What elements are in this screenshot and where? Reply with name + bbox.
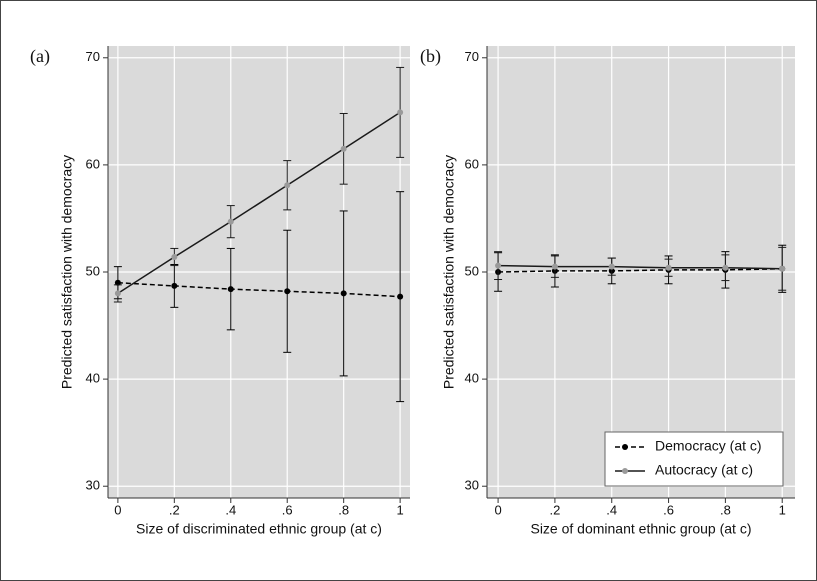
legend-label: Democracy (at c) [655,438,762,454]
y-tick-label: 30 [86,478,100,493]
point [397,109,404,116]
point [227,286,234,293]
point [722,264,729,271]
point [340,145,347,152]
y-axis-label: Predicted satisfaction with democracy [59,155,75,389]
point [284,288,291,295]
point [284,182,291,189]
legend-marker [622,444,628,450]
y-tick-label: 60 [465,156,479,171]
y-tick-label: 70 [465,49,479,64]
x-tick-label: .4 [225,502,236,517]
series-line [117,111,401,295]
point [340,290,347,297]
point [114,279,121,286]
point [397,293,404,300]
point [171,254,178,261]
point [665,264,672,271]
y-tick-label: 30 [465,478,479,493]
series-line [498,264,783,270]
x-tick-label: .2 [169,502,180,517]
panel-label: (a) [30,46,50,67]
x-tick-label: .6 [663,502,674,517]
x-tick-label: 1 [397,502,404,517]
y-axis-label: Predicted satisfaction with democracy [441,155,457,389]
x-tick-label: 1 [779,502,786,517]
point [495,262,502,269]
x-tick-label: .4 [606,502,617,517]
point [114,290,121,297]
point [779,265,786,272]
legend-label: Autocracy (at c) [655,462,753,478]
series-line [117,281,401,298]
x-tick-label: .8 [338,502,349,517]
point [551,263,558,270]
point [608,263,615,270]
x-tick-label: 0 [494,502,501,517]
y-tick-label: 40 [465,371,479,386]
x-axis-label: Size of discriminated ethnic group (at c… [136,521,382,537]
x-tick-label: .8 [720,502,731,517]
y-tick-label: 50 [465,263,479,278]
x-tick-label: 0 [114,502,121,517]
y-tick-label: 40 [86,371,100,386]
x-tick-label: .2 [549,502,560,517]
series-line [498,268,783,273]
legend [604,431,784,487]
point [171,282,178,289]
x-axis-label: Size of dominant ethnic group (at c) [530,521,751,537]
x-tick-label: .6 [282,502,293,517]
y-tick-label: 60 [86,156,100,171]
legend-marker [622,468,628,474]
point [227,218,234,225]
y-tick-label: 70 [86,49,100,64]
y-tick-label: 50 [86,263,100,278]
panel-label: (b) [420,46,441,67]
